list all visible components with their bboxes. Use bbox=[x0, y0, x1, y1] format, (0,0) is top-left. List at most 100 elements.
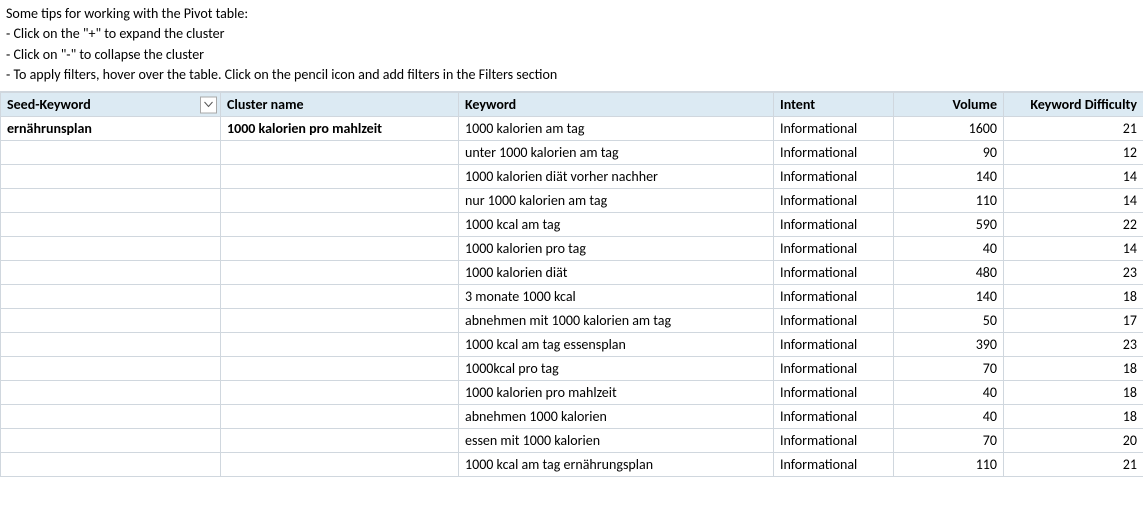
cell-cluster[interactable] bbox=[221, 357, 459, 381]
cell-seed[interactable] bbox=[1, 357, 221, 381]
cell-volume[interactable]: 390 bbox=[894, 333, 1004, 357]
table-row[interactable]: ernährunsplan1000 kalorien pro mahlzeit1… bbox=[1, 117, 1143, 141]
cell-difficulty[interactable]: 23 bbox=[1004, 261, 1143, 285]
cell-seed[interactable] bbox=[1, 381, 221, 405]
cell-difficulty[interactable]: 18 bbox=[1004, 381, 1143, 405]
cell-keyword[interactable]: 1000 kalorien diät vorher nachher bbox=[459, 165, 774, 189]
cell-intent[interactable]: Informational bbox=[774, 261, 894, 285]
cell-keyword[interactable]: abnehmen mit 1000 kalorien am tag bbox=[459, 309, 774, 333]
cell-intent[interactable]: Informational bbox=[774, 213, 894, 237]
cell-volume[interactable]: 70 bbox=[894, 429, 1004, 453]
table-row[interactable]: abnehmen mit 1000 kalorien am tagInforma… bbox=[1, 309, 1143, 333]
cell-intent[interactable]: Informational bbox=[774, 405, 894, 429]
cell-difficulty[interactable]: 14 bbox=[1004, 165, 1143, 189]
cell-seed[interactable] bbox=[1, 429, 221, 453]
cell-cluster[interactable] bbox=[221, 141, 459, 165]
cell-cluster[interactable]: 1000 kalorien pro mahlzeit bbox=[221, 117, 459, 141]
cell-difficulty[interactable]: 21 bbox=[1004, 453, 1143, 477]
cell-cluster[interactable] bbox=[221, 429, 459, 453]
cell-keyword[interactable]: abnehmen 1000 kalorien bbox=[459, 405, 774, 429]
cell-seed[interactable] bbox=[1, 285, 221, 309]
cell-volume[interactable]: 110 bbox=[894, 453, 1004, 477]
table-row[interactable]: 1000 kcal am tagInformational59022 bbox=[1, 213, 1143, 237]
cell-seed[interactable] bbox=[1, 189, 221, 213]
cell-intent[interactable]: Informational bbox=[774, 357, 894, 381]
cell-intent[interactable]: Informational bbox=[774, 285, 894, 309]
cell-keyword[interactable]: 1000 kalorien am tag bbox=[459, 117, 774, 141]
table-row[interactable]: 3 monate 1000 kcalInformational14018 bbox=[1, 285, 1143, 309]
cell-intent[interactable]: Informational bbox=[774, 141, 894, 165]
cell-seed[interactable] bbox=[1, 333, 221, 357]
table-row[interactable]: 1000 kcal am tag ernährungsplanInformati… bbox=[1, 453, 1143, 477]
cell-intent[interactable]: Informational bbox=[774, 165, 894, 189]
cell-keyword[interactable]: 3 monate 1000 kcal bbox=[459, 285, 774, 309]
table-row[interactable]: 1000 kalorien diät vorher nachherInforma… bbox=[1, 165, 1143, 189]
cell-cluster[interactable] bbox=[221, 213, 459, 237]
table-row[interactable]: 1000 kalorien pro mahlzeitInformational4… bbox=[1, 381, 1143, 405]
cell-keyword[interactable]: 1000 kcal am tag essensplan bbox=[459, 333, 774, 357]
cell-difficulty[interactable]: 14 bbox=[1004, 237, 1143, 261]
cell-cluster[interactable] bbox=[221, 189, 459, 213]
cell-difficulty[interactable]: 17 bbox=[1004, 309, 1143, 333]
cell-intent[interactable]: Informational bbox=[774, 381, 894, 405]
cell-volume[interactable]: 70 bbox=[894, 357, 1004, 381]
cell-intent[interactable]: Informational bbox=[774, 453, 894, 477]
cell-seed[interactable]: ernährunsplan bbox=[1, 117, 221, 141]
cell-volume[interactable]: 110 bbox=[894, 189, 1004, 213]
cell-seed[interactable] bbox=[1, 453, 221, 477]
cell-difficulty[interactable]: 18 bbox=[1004, 357, 1143, 381]
cell-intent[interactable]: Informational bbox=[774, 189, 894, 213]
cell-seed[interactable] bbox=[1, 237, 221, 261]
cell-keyword[interactable]: nur 1000 kalorien am tag bbox=[459, 189, 774, 213]
cell-keyword[interactable]: unter 1000 kalorien am tag bbox=[459, 141, 774, 165]
cell-difficulty[interactable]: 23 bbox=[1004, 333, 1143, 357]
table-row[interactable]: 1000 kalorien diätInformational48023 bbox=[1, 261, 1143, 285]
cell-intent[interactable]: Informational bbox=[774, 117, 894, 141]
cell-volume[interactable]: 50 bbox=[894, 309, 1004, 333]
cell-cluster[interactable] bbox=[221, 237, 459, 261]
cell-cluster[interactable] bbox=[221, 453, 459, 477]
cell-volume[interactable]: 40 bbox=[894, 381, 1004, 405]
cell-seed[interactable] bbox=[1, 141, 221, 165]
table-row[interactable]: abnehmen 1000 kalorienInformational4018 bbox=[1, 405, 1143, 429]
cell-intent[interactable]: Informational bbox=[774, 309, 894, 333]
cell-keyword[interactable]: 1000 kcal am tag ernährungsplan bbox=[459, 453, 774, 477]
cell-difficulty[interactable]: 18 bbox=[1004, 285, 1143, 309]
table-row[interactable]: 1000 kalorien pro tagInformational4014 bbox=[1, 237, 1143, 261]
cell-seed[interactable] bbox=[1, 165, 221, 189]
cell-seed[interactable] bbox=[1, 405, 221, 429]
cell-difficulty[interactable]: 18 bbox=[1004, 405, 1143, 429]
cell-intent[interactable]: Informational bbox=[774, 429, 894, 453]
table-row[interactable]: 1000 kcal am tag essensplanInformational… bbox=[1, 333, 1143, 357]
cell-volume[interactable]: 90 bbox=[894, 141, 1004, 165]
cell-keyword[interactable]: essen mit 1000 kalorien bbox=[459, 429, 774, 453]
cell-volume[interactable]: 1600 bbox=[894, 117, 1004, 141]
cell-volume[interactable]: 140 bbox=[894, 285, 1004, 309]
cell-difficulty[interactable]: 14 bbox=[1004, 189, 1143, 213]
cell-cluster[interactable] bbox=[221, 405, 459, 429]
cell-seed[interactable] bbox=[1, 213, 221, 237]
cell-cluster[interactable] bbox=[221, 285, 459, 309]
cell-difficulty[interactable]: 21 bbox=[1004, 117, 1143, 141]
cell-keyword[interactable]: 1000 kcal am tag bbox=[459, 213, 774, 237]
cell-keyword[interactable]: 1000 kalorien pro mahlzeit bbox=[459, 381, 774, 405]
cell-cluster[interactable] bbox=[221, 333, 459, 357]
cell-keyword[interactable]: 1000 kalorien pro tag bbox=[459, 237, 774, 261]
cell-volume[interactable]: 40 bbox=[894, 237, 1004, 261]
cell-keyword[interactable]: 1000 kalorien diät bbox=[459, 261, 774, 285]
cell-cluster[interactable] bbox=[221, 381, 459, 405]
cell-cluster[interactable] bbox=[221, 261, 459, 285]
cell-volume[interactable]: 590 bbox=[894, 213, 1004, 237]
cell-cluster[interactable] bbox=[221, 309, 459, 333]
cell-intent[interactable]: Informational bbox=[774, 333, 894, 357]
cell-difficulty[interactable]: 22 bbox=[1004, 213, 1143, 237]
cell-keyword[interactable]: 1000kcal pro tag bbox=[459, 357, 774, 381]
table-row[interactable]: 1000kcal pro tagInformational7018 bbox=[1, 357, 1143, 381]
cell-volume[interactable]: 480 bbox=[894, 261, 1004, 285]
cell-seed[interactable] bbox=[1, 309, 221, 333]
table-row[interactable]: essen mit 1000 kalorienInformational7020 bbox=[1, 429, 1143, 453]
table-row[interactable]: unter 1000 kalorien am tagInformational9… bbox=[1, 141, 1143, 165]
filter-dropdown-button[interactable] bbox=[200, 96, 217, 113]
cell-intent[interactable]: Informational bbox=[774, 237, 894, 261]
cell-cluster[interactable] bbox=[221, 165, 459, 189]
